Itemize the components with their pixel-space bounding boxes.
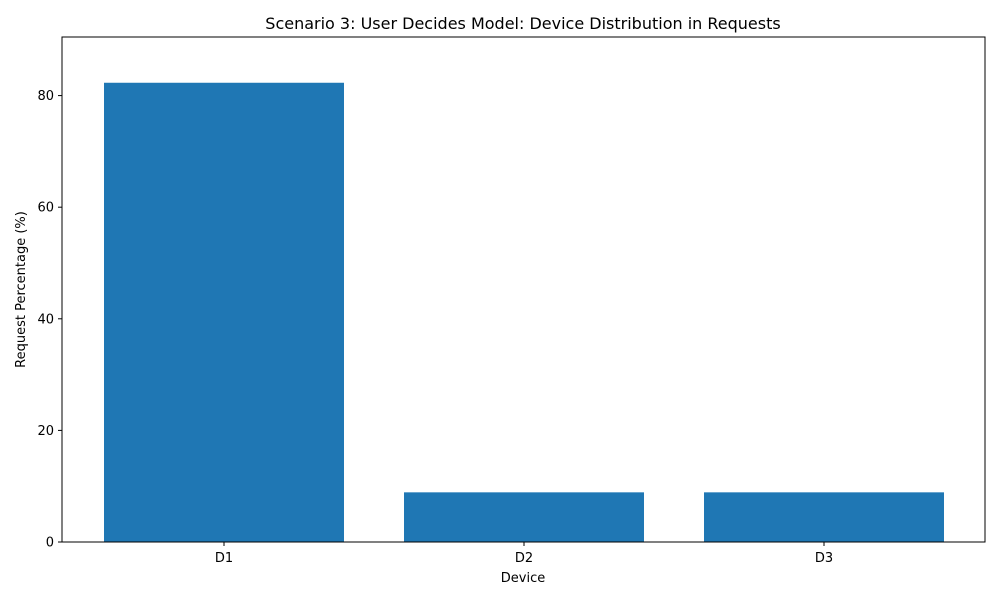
bar-d1 xyxy=(104,82,344,543)
y-axis: 0 20 40 60 80 xyxy=(37,89,62,551)
bars-group xyxy=(104,82,944,543)
x-axis-label: Device xyxy=(501,571,545,586)
plot-frame xyxy=(61,36,986,543)
y-tick-label: 80 xyxy=(37,89,54,104)
y-tick-label: 40 xyxy=(37,312,54,327)
x-tick-label: D2 xyxy=(515,551,533,566)
chart-title: Scenario 3: User Decides Model: Device D… xyxy=(265,14,780,33)
x-tick-label: D1 xyxy=(215,551,233,566)
y-tick-label: 20 xyxy=(37,424,54,439)
x-axis: D1 D2 D3 xyxy=(215,542,833,566)
y-axis-label: Request Percentage (%) xyxy=(14,211,29,368)
y-tick-label: 60 xyxy=(37,201,54,216)
bar-d3 xyxy=(704,492,944,542)
bar-d2 xyxy=(404,492,644,542)
y-tick-label: 0 xyxy=(46,536,54,551)
x-tick-label: D3 xyxy=(815,551,833,566)
